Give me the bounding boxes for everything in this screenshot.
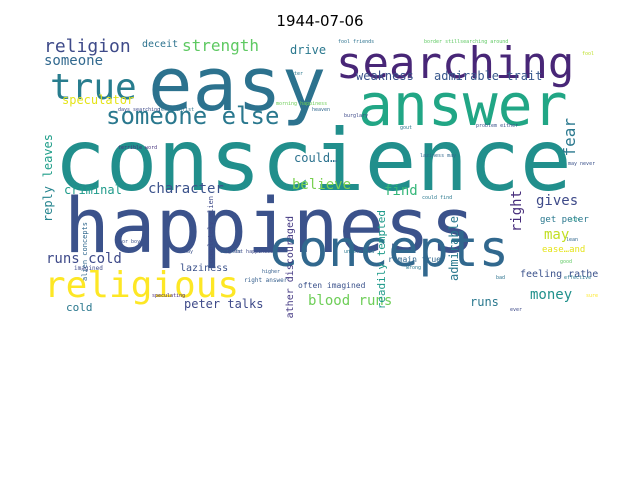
word-great-happiness: great happiness (228, 249, 274, 255)
word-heaven: heaven (312, 107, 331, 113)
word-completely-alien: completely alien (207, 196, 215, 264)
word-lean: lean (566, 237, 579, 243)
word-find: find (384, 183, 418, 199)
word-days-searching: days searching (118, 107, 161, 113)
word-problem-either: problem either (476, 123, 519, 129)
word-terrible-word: terrible word (118, 145, 158, 151)
word-money: money (530, 287, 573, 303)
word-higher: higher (262, 269, 281, 275)
word-sure: sure (586, 293, 599, 299)
word-easy: easy (148, 42, 327, 128)
word-drive: drive (290, 43, 327, 57)
word-reply: reply (41, 186, 55, 223)
word-burglary: burglary (344, 113, 369, 119)
word-poor-boy: poor boy (116, 239, 141, 245)
word-ease-and: ease…and (542, 245, 586, 255)
word-character: character (148, 181, 224, 197)
word-criminal: criminal (64, 183, 122, 197)
word-remain-true: remain true (388, 255, 441, 264)
word-peter: peter (288, 71, 304, 77)
word-someone-else: someone else (106, 102, 280, 130)
word-concepts: concepts (268, 220, 509, 278)
word-right-answer: right answer (244, 277, 288, 284)
word-feeling-rather: feeling rather (520, 269, 600, 280)
word-right: right (509, 190, 525, 233)
word-searching: searching (336, 38, 575, 89)
word-undermined: undermined (344, 249, 375, 255)
word-someone: someone (44, 53, 104, 69)
chart-title: 1944-07-06 (276, 12, 364, 30)
word-weakness: weakness (356, 69, 414, 83)
word-strength: strength (182, 38, 260, 55)
word-cold: cold (66, 301, 93, 314)
word-speculator: speculator (62, 93, 135, 107)
word-wrong: wrong (406, 265, 422, 271)
word-rather-discouraged: rather discouraged (285, 216, 296, 318)
word-laziness: laziness (180, 263, 229, 274)
word-peter-talks: peter talks (184, 297, 264, 311)
word-could-find: could find (422, 195, 453, 201)
word-bad: bad (496, 275, 506, 281)
word-way: way (184, 249, 194, 255)
word-runs-cold: runs cold (46, 251, 122, 267)
word-happiness: happiness (64, 181, 476, 270)
word-ever: ever (510, 307, 523, 313)
word-often-imagined: often imagined (298, 281, 366, 290)
word-imagined: imagined (74, 265, 103, 272)
word-alien-concepts: alien concepts (81, 222, 89, 282)
word-laziness-may: laziness may (420, 153, 457, 159)
word-sin: sin (570, 217, 580, 223)
word-jesus-christ: jesus christ (158, 107, 195, 113)
word-good: good (560, 259, 573, 265)
word-gout: gout (400, 125, 413, 131)
word-admirable-trait: admirable trait (434, 69, 543, 83)
word-may-never: may never (568, 161, 596, 167)
word-blood-runs: blood runs (308, 293, 393, 309)
word-effective: effective (564, 275, 592, 281)
word-border-still: border stillsearching around (424, 39, 509, 45)
word-speculating: speculating (152, 293, 186, 299)
word-deceit: deceit (142, 39, 179, 50)
word-scruffs: scruffs (220, 249, 242, 255)
word-morning-happiness: morning happiness (276, 101, 328, 107)
word-fool: fool (582, 51, 595, 57)
word-admirable: admirable (447, 216, 461, 282)
word-conscience: conscience (54, 111, 572, 211)
word-may: may (544, 227, 570, 243)
word-runs: runs (470, 295, 499, 309)
word-true: true (50, 67, 137, 108)
word-religious: religious (44, 265, 240, 306)
word-readily-tempted: readily tempted (375, 210, 388, 310)
word-could: could… (294, 151, 338, 165)
word-gives: gives (536, 193, 579, 209)
word-leaves: leaves (41, 134, 55, 178)
word-cloud: conscience happiness easy answer searchi… (40, 38, 600, 318)
word-fear: fear (560, 118, 579, 157)
word-answer: answer (358, 71, 568, 139)
word-get-peter: get peter (540, 215, 589, 225)
word-believe: believe (292, 177, 352, 193)
word-religion: religion (44, 38, 131, 57)
word-fool-friends: fool friends (338, 39, 375, 45)
